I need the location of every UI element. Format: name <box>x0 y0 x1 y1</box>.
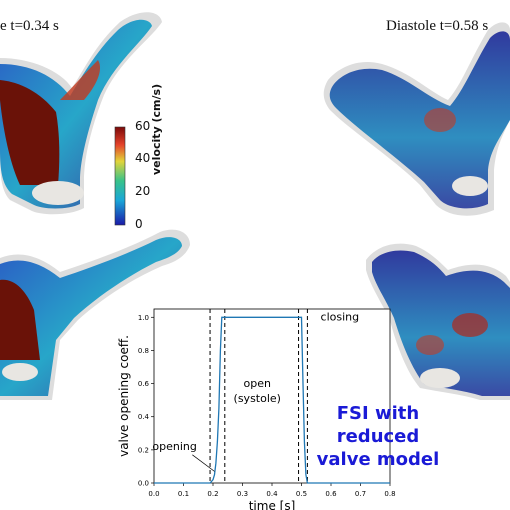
vessel-systole-bottom <box>0 229 190 400</box>
timestamp-label-diastole: Diastole t=0.58 s <box>386 18 489 34</box>
caption-line: reduced <box>336 426 420 447</box>
vessel-systole-top <box>0 12 162 215</box>
timestamp-label-systole: e t=0.34 s <box>0 18 59 34</box>
vessel-diastole-top <box>323 22 510 216</box>
colorbar-tick-label: 40 <box>135 151 151 165</box>
colorbar-tick-label: 60 <box>135 119 151 133</box>
method-caption: FSI with reduced valve model <box>314 402 442 471</box>
colorbar-tick-label: 20 <box>135 184 151 198</box>
caption-line: FSI with <box>336 403 420 424</box>
colorbar <box>114 126 126 226</box>
colorbar-tick-label: 0 <box>135 217 143 231</box>
vessel-diastole-bottom <box>366 243 510 400</box>
colorbar-title: velocity (cm/s) <box>150 83 163 175</box>
caption-line: valve model <box>316 449 440 470</box>
